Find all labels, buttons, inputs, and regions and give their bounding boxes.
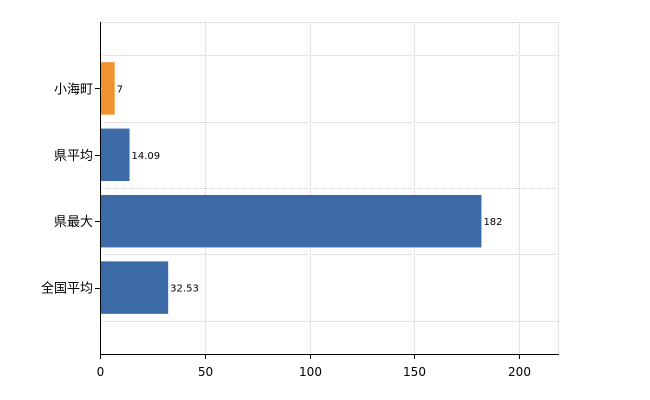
category-label: 小海町 (54, 82, 93, 97)
x-tick-label: 150 (403, 365, 426, 379)
x-tick-label: 50 (198, 365, 213, 379)
category-label: 県平均 (54, 149, 93, 164)
data-label: 32.53 (170, 284, 199, 295)
data-label: 182 (483, 217, 502, 228)
label-layer: 0 50 100 150 200 小海町 7 県平均 14.09 県最大 182 全国平均 32.53 (41, 82, 531, 379)
grid-layer (100, 22, 559, 354)
axis-layer (95, 22, 559, 359)
bar (101, 194, 482, 248)
bar (101, 261, 169, 314)
category-label: 全国平均 (41, 281, 93, 297)
data-label: 14.09 (132, 151, 161, 162)
data-label: 7 (117, 84, 123, 95)
bar (101, 62, 115, 115)
x-tick-label: 0 (97, 365, 105, 379)
bar (101, 128, 130, 182)
bar-layer (101, 62, 482, 314)
x-tick-label: 200 (508, 365, 531, 379)
x-tick-label: 100 (299, 365, 322, 379)
category-label: 県最大 (54, 215, 93, 230)
